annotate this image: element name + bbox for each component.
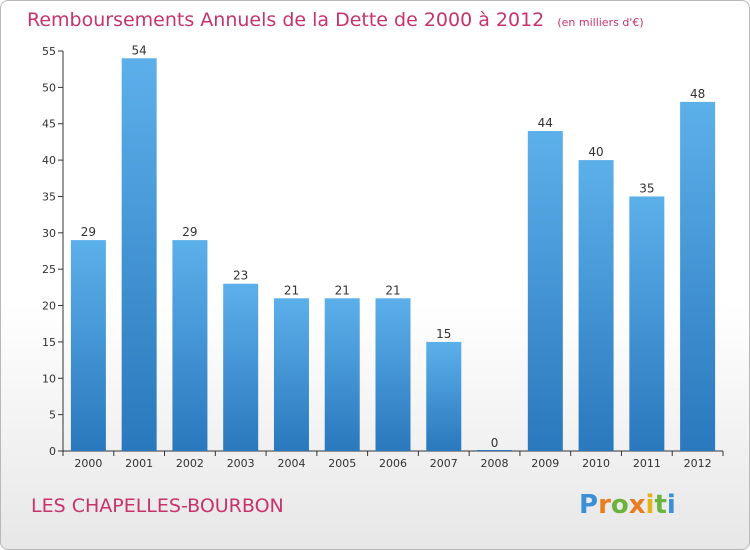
data-label: 40 — [588, 145, 603, 159]
y-tick-label: 30 — [42, 227, 56, 240]
x-tick-label: 2012 — [684, 457, 712, 470]
bar — [70, 240, 106, 451]
bar — [324, 298, 360, 451]
x-tick-label: 2005 — [328, 457, 356, 470]
chart-title-row: Remboursements Annuels de la Dette de 20… — [27, 9, 644, 31]
chart-unit: (en milliers d'€) — [557, 16, 644, 29]
data-label: 23 — [233, 269, 248, 283]
y-tick-label: 40 — [42, 154, 56, 167]
logo-letter: x — [628, 490, 646, 520]
y-tick-label: 10 — [42, 372, 56, 385]
y-tick-label: 5 — [49, 409, 56, 422]
bar — [375, 298, 411, 451]
bar — [273, 298, 309, 451]
data-label: 48 — [690, 87, 705, 101]
y-tick-label: 50 — [42, 81, 56, 94]
bar — [172, 240, 208, 451]
bar — [629, 196, 665, 451]
x-tick-label: 2000 — [74, 457, 102, 470]
x-tick-label: 2006 — [379, 457, 407, 470]
y-tick-label: 20 — [42, 300, 56, 313]
y-tick-label: 45 — [42, 118, 56, 131]
y-tick-label: 0 — [49, 445, 56, 458]
data-label: 29 — [182, 225, 197, 239]
chart-title: Remboursements Annuels de la Dette de 20… — [27, 9, 545, 31]
data-label: 0 — [491, 436, 499, 450]
x-tick-label: 2001 — [125, 457, 153, 470]
x-tick-label: 2008 — [481, 457, 509, 470]
data-label: 44 — [538, 116, 553, 130]
data-label: 21 — [284, 283, 299, 297]
bar — [223, 283, 259, 451]
y-tick-label: 15 — [42, 336, 56, 349]
x-tick-label: 2002 — [176, 457, 204, 470]
logo-letter: r — [598, 490, 611, 520]
y-tick-label: 35 — [42, 190, 56, 203]
x-tick-label: 2004 — [277, 457, 305, 470]
logo-letter: i — [645, 490, 655, 520]
data-label: 35 — [639, 181, 654, 195]
municipality-name: LES CHAPELLES-BOURBON — [31, 495, 284, 517]
bar — [426, 341, 462, 451]
proxiti-logo[interactable]: Proxiti — [579, 490, 676, 520]
x-tick-label: 2011 — [633, 457, 661, 470]
bar — [680, 101, 716, 451]
logo-letter: t — [654, 490, 667, 520]
y-tick-label: 55 — [42, 45, 56, 58]
bar — [578, 160, 614, 451]
x-tick-label: 2009 — [531, 457, 559, 470]
bar — [121, 58, 157, 451]
data-label: 29 — [81, 225, 96, 239]
bar — [527, 131, 563, 451]
data-label: 54 — [132, 43, 147, 57]
y-tick-label: 25 — [42, 263, 56, 276]
logo-letter: i — [666, 490, 676, 520]
x-tick-label: 2003 — [227, 457, 255, 470]
data-label: 21 — [385, 283, 400, 297]
data-label: 15 — [436, 327, 451, 341]
data-label: 21 — [335, 283, 350, 297]
logo-letter: P — [579, 490, 599, 520]
logo-letter: o — [610, 490, 629, 520]
x-tick-label: 2010 — [582, 457, 610, 470]
x-tick-label: 2007 — [430, 457, 458, 470]
